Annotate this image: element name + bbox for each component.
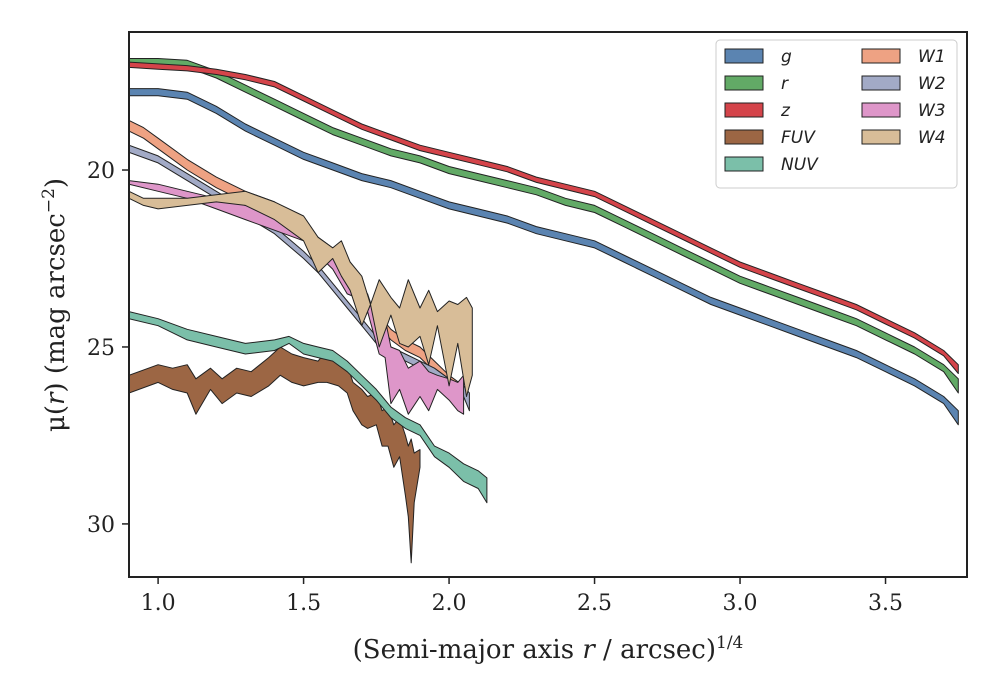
plot-frame [128, 31, 968, 578]
legend-swatch-w2 [861, 75, 901, 91]
series-band-z [129, 61, 959, 374]
legend-label-r: r [781, 74, 789, 94]
x-tick-label: 3.5 [868, 591, 903, 616]
y-tick-label: 20 [87, 159, 115, 184]
x-axis-label: (Semi-major axis r / arcsec)1/4 [353, 633, 744, 665]
legend-swatch-fuv [724, 129, 764, 145]
legend-swatch-r [724, 75, 764, 91]
y-tick-label: 30 [87, 513, 115, 538]
legend-label-w4: W4 [918, 128, 946, 148]
series-band-g [129, 88, 959, 426]
x-tick-label: 3.0 [723, 591, 758, 616]
legend-swatch-w4 [861, 129, 901, 145]
x-tick-label: 1.0 [141, 591, 176, 616]
legend-label-w1: W1 [918, 47, 946, 67]
series-band-r [129, 58, 959, 394]
y-axis-label: μ(r) (mag arcsec−2) [39, 178, 71, 432]
x-tick-label: 2.0 [432, 591, 467, 616]
legend-swatch-g [724, 48, 764, 64]
series-band-w4 [129, 190, 473, 397]
legend-label-w3: W3 [918, 101, 946, 121]
legend-label-nuv: NUV [781, 155, 819, 175]
x-tick-label: 1.5 [286, 591, 321, 616]
series-band-nuv [129, 311, 488, 504]
series-bands [129, 58, 959, 564]
legend: grz FUV NUV W1 W2 W3 W4 [715, 39, 958, 189]
legend-label-g: g [781, 47, 792, 67]
legend-label-w2: W2 [918, 74, 946, 94]
legend-swatch-w3 [861, 102, 901, 118]
y-axis-ticks: 20 25 30 [87, 159, 129, 538]
x-tick-label: 2.5 [577, 591, 612, 616]
legend-label-fuv: FUV [781, 128, 816, 148]
legend-swatch-nuv [724, 156, 764, 172]
legend-label-z: z [780, 101, 791, 121]
legend-swatch-z [724, 102, 764, 118]
y-tick-label: 25 [87, 336, 115, 361]
x-axis-ticks: 1.0 1.5 2.0 2.5 3.0 3.5 [141, 577, 903, 616]
legend-swatch-w1 [861, 48, 901, 64]
